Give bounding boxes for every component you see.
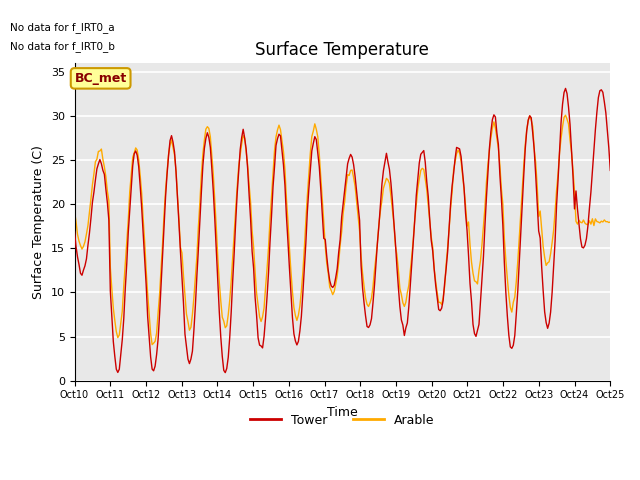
Legend: Tower, Arable: Tower, Arable: [245, 408, 440, 432]
Title: Surface Temperature: Surface Temperature: [255, 41, 429, 59]
Text: BC_met: BC_met: [74, 72, 127, 85]
X-axis label: Time: Time: [327, 406, 358, 419]
Y-axis label: Surface Temperature (C): Surface Temperature (C): [32, 145, 45, 299]
Text: No data for f_IRT0_a: No data for f_IRT0_a: [10, 22, 115, 33]
Text: No data for f_IRT0_b: No data for f_IRT0_b: [10, 41, 115, 52]
